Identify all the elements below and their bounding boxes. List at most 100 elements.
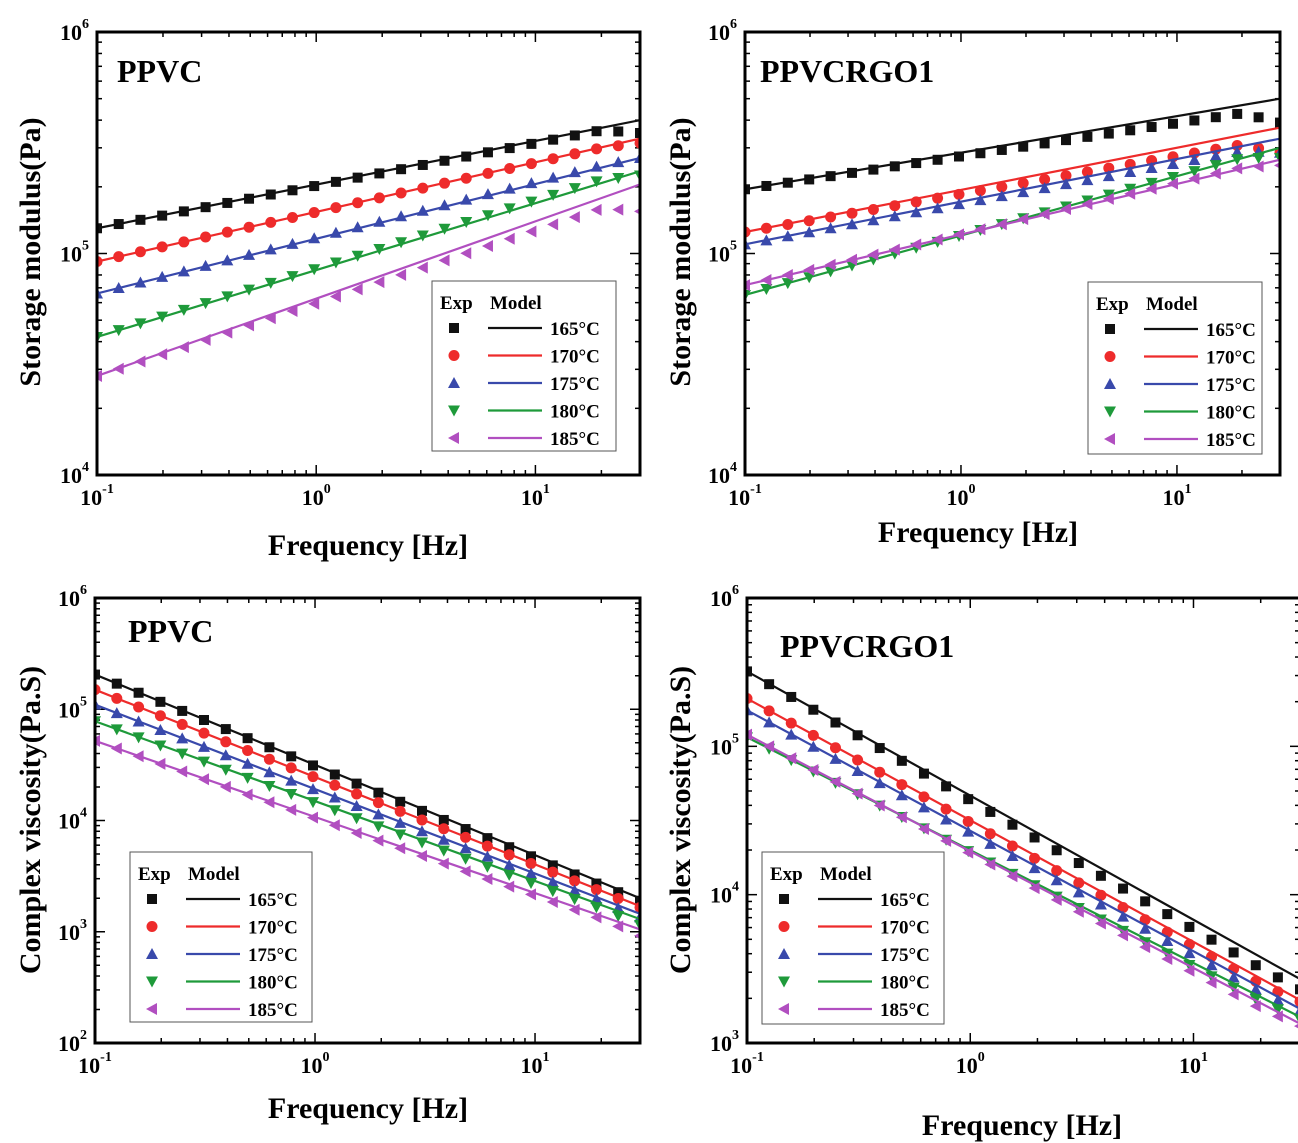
panel-2-y-tick-label: 104 [708,460,737,488]
panel-1-x-tick-label: 101 [521,482,550,510]
panel-1-series-2-exp-point [352,197,364,209]
panel-3-series-2-exp-point [111,692,123,704]
panel-1-series-1-exp-point [461,151,472,162]
panel-4-series-5-exp-point [1249,1000,1261,1013]
panel-4-series-2-exp-point [1294,996,1298,1007]
panel-1-series-2-exp-point [178,236,190,248]
panel-1-series-3-exp-point [156,270,169,282]
panel-3-series-1-exp-point [438,814,449,825]
panel-4-series-5-exp-point [1072,905,1084,918]
panel-3-series-4-exp-point [437,845,450,857]
panel-3-series-1-exp-point [286,751,297,762]
panel-1-panel-label: PPVC [117,53,202,89]
panel-1-y-tick-label-base: 10 [60,20,82,45]
panel-4-series-3-exp-point [1094,898,1107,910]
panel-4-x-tick-label: 101 [1179,1050,1208,1078]
panel-2-series-5-exp-point [824,258,836,271]
panel-1-x-tick-label: 10-1 [80,482,114,510]
panel-1-series-4-exp-point [156,311,169,323]
panel-2-series-3-exp-point [995,190,1008,202]
panel-3-series-4-exp-point [241,772,254,784]
panel-3-series-5-exp-point [612,920,624,933]
panel-4-series-1-exp-point [764,679,775,690]
panel-4-x-tick-label: 100 [956,1050,985,1078]
panel-1-series-4-exp-point [547,189,560,201]
panel-2-series-1-exp-point [932,154,943,165]
panel-2-series-2-exp-point [1017,177,1029,189]
panel-1-series-5-exp-point [308,297,320,310]
panel-4-series-5-exp-point [1294,1023,1298,1029]
panel-1-series-4-exp-point [286,271,299,283]
panel-3-x-tick-label-base: 10 [78,1053,100,1078]
panel-1-series-3-exp-point [525,177,538,189]
panel-3-series-3-exp-point [503,859,516,871]
panel-3-series-5-exp-point [198,773,209,786]
panel-2-series-4-exp-point [1252,152,1265,164]
panel-4-series-3-exp-point [962,825,975,837]
panel-1-series-4-exp-point [177,304,190,316]
panel-1-series-4-exp-point [416,230,429,242]
panel-4-series-5-exp-point [829,775,841,788]
panel-3-y-axis-label: Complex viscosity(Pa.S) [14,666,47,974]
panel-3-series-5-exp-point [307,811,318,824]
panel-1-series-3-exp-point [438,199,451,211]
panel-3-series-3-exp-point [568,884,581,896]
panel-3-series-5-exp-point [416,849,427,862]
panel-1-series-2-exp-point [439,177,451,189]
panel-4-series-1-exp-point [963,794,974,805]
panel-4-series-3-exp-point [917,801,930,813]
panel-4-series-1-exp-point [1140,896,1151,907]
panel-4-series-3-exp-point [763,716,776,728]
panel-4-series-3-exp-point [1139,922,1152,934]
panel-4-series-1-exp-point [1184,921,1195,932]
panel-3-series-3-exp-point [328,791,341,803]
panel-3-series-2-exp-point [176,718,188,730]
panel-2-series-4-exp-point [781,278,794,290]
panel-4-series-5-exp-point [1271,1010,1283,1023]
panel-2-series-5-exp-point [1231,162,1243,175]
panel-4-series-5-exp-point [1227,988,1239,1001]
panel-1-series-1-exp-point [439,155,450,166]
panel-4-series-2-exp-point [1117,901,1129,913]
panel-3-series-4-exp-point [394,829,407,841]
panel-3-series-1-exp-point [504,842,515,853]
panel-4-x-axis-label: Frequency [Hz] [922,1109,1122,1142]
panel-1-series-2-exp-point [525,158,537,170]
panel-1-series-3-exp-point [112,281,125,293]
panel-3-series-1-exp-point [526,851,536,862]
panel-4-series-2-exp-point [874,766,886,778]
panel-4-series-3-exp-point [1205,959,1218,971]
panel-3-y-tick-label-base: 10 [58,920,80,945]
panel-1-series-3-exp-point [199,259,212,271]
panel-4-series-1-exp-point [1051,845,1062,856]
panel-3-series-3-exp-point [416,825,428,837]
panel-3-series-3-exp-point [372,808,385,820]
panel-4-x-tick-label-base: 10 [1179,1053,1201,1078]
panel-3-series-5-exp-point [219,780,231,793]
panel-4-y-tick-label: 106 [710,583,739,611]
panel-4-series-3-exp-point [829,752,842,764]
panel-3-legend-label-2: 170°C [248,918,298,939]
panel-1-series-1-exp-point [591,126,602,137]
panel-2-data [745,97,1280,301]
panel-3-series-2-exp-point [351,788,363,800]
panel-3-series-4-exp-point [481,861,494,873]
panel-3-legend-header-model: Model [188,864,240,885]
panel-1-series-4-exp-point [308,264,321,276]
panel-2-series-1-exp-point [1061,135,1071,146]
panel-1-series-3-exp-point [481,188,494,200]
panel-3-series-1-exp-point [460,824,471,835]
panel-4-series-5-exp-point [1094,917,1106,930]
panel-1-series-3-exp-point [460,193,473,205]
panel-4-y-tick-label-exp: 5 [732,731,739,746]
panel-4-y-tick-label-exp: 4 [732,880,739,895]
panel-2-legend-label-5: 185°C [1206,430,1256,451]
panel-1-series-4-exp-point [134,318,147,330]
panel-3-series-2-exp-point [416,814,428,826]
panel-4-frame [745,596,1298,1045]
panel-3-series-1-exp-point [547,860,558,871]
panel-3-series-4-exp-point [263,780,276,792]
panel-3-series-5-exp-point [176,765,188,778]
